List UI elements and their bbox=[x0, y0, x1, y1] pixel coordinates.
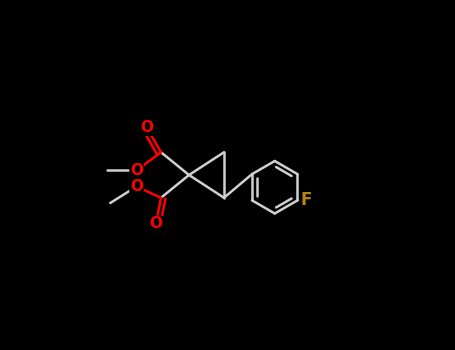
Text: O: O bbox=[130, 163, 143, 178]
Text: O: O bbox=[149, 217, 162, 231]
Text: O: O bbox=[141, 120, 153, 135]
Text: O: O bbox=[130, 179, 143, 194]
Text: F: F bbox=[301, 191, 312, 209]
